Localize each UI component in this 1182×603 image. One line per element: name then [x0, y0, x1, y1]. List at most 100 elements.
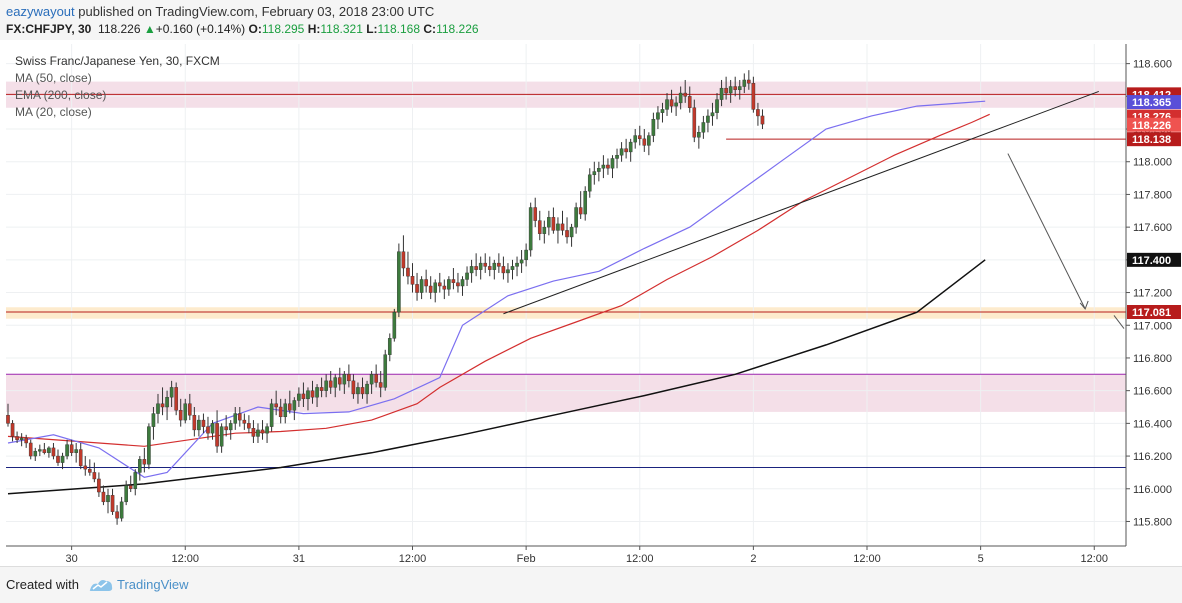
candle-body — [406, 267, 410, 277]
arrow-head-icon — [1079, 300, 1089, 310]
candle-body — [269, 403, 274, 427]
tradingview-link[interactable]: TradingView — [117, 577, 189, 592]
candle-body — [47, 447, 51, 453]
x-tick-label: 2 — [750, 553, 756, 565]
axes: 118.600118.400118.200118.000117.800117.6… — [6, 44, 1181, 565]
candle — [92, 462, 97, 483]
hlines-layer — [6, 93, 1126, 469]
candle-body — [242, 419, 247, 424]
candle-body — [138, 459, 142, 473]
candle — [656, 106, 660, 130]
candle-body — [392, 311, 397, 339]
candle-body — [19, 437, 24, 440]
candle-body — [647, 135, 651, 146]
candle — [274, 390, 278, 416]
candle-body — [365, 383, 369, 395]
footer: Created with TradingView — [0, 566, 1182, 603]
candle — [551, 207, 556, 234]
candle — [228, 420, 233, 440]
candle-body — [497, 262, 501, 267]
legend-ma50: MA (50, close) — [15, 71, 92, 85]
candle-body — [465, 272, 469, 280]
candle — [601, 155, 606, 179]
candle — [687, 86, 692, 113]
candle — [360, 377, 365, 399]
candle — [447, 276, 451, 296]
candle — [597, 161, 601, 182]
ohlc-readout: FX:CHFJPY, 30 118.226 ▲+0.160 (+0.14%) O… — [6, 22, 479, 36]
candle-body — [292, 400, 297, 411]
y-tick-label: 115.800 — [1133, 516, 1172, 528]
candle — [169, 380, 174, 408]
candle — [606, 158, 610, 175]
candle-body — [38, 449, 42, 452]
candle — [297, 387, 301, 408]
candle-body — [119, 501, 124, 519]
candle — [506, 263, 510, 283]
candle — [651, 112, 656, 143]
candle — [474, 253, 478, 277]
candle-body — [210, 423, 215, 434]
candle-body — [578, 207, 583, 215]
candle — [356, 382, 360, 404]
candle-body — [733, 86, 737, 90]
candle-body — [606, 164, 610, 169]
candle-body — [383, 354, 388, 388]
candle — [269, 398, 274, 432]
candle-body — [128, 485, 133, 489]
y-tick-label: 117.200 — [1133, 288, 1172, 300]
candle-body — [533, 207, 538, 221]
candle — [319, 377, 324, 398]
candle-body — [469, 266, 474, 274]
candle-body — [374, 374, 378, 383]
ema200-line — [7, 259, 986, 495]
candle — [442, 279, 447, 300]
candle — [51, 442, 56, 460]
grid-layer — [6, 44, 1126, 546]
candle — [251, 420, 256, 443]
candle — [187, 393, 192, 421]
author-link[interactable]: eazywayout — [6, 4, 75, 19]
candle — [628, 138, 633, 162]
candle — [192, 407, 197, 437]
candle-body — [74, 449, 78, 453]
candle — [101, 485, 106, 506]
candle-body — [83, 465, 88, 470]
candle-body — [233, 413, 238, 424]
price-chart[interactable]: Swiss Franc/Japanese Yen, 30, FXCM MA (5… — [0, 40, 1182, 566]
candle-body — [115, 511, 119, 519]
candle-body — [428, 285, 433, 293]
candle — [533, 197, 538, 228]
candle-body — [719, 87, 724, 100]
candle-body — [24, 437, 28, 444]
price-label: 118.138 — [1127, 132, 1181, 147]
candle — [197, 415, 201, 437]
candle-body — [101, 491, 106, 503]
tradingview-logo-icon — [89, 580, 113, 591]
candle-body — [287, 403, 292, 411]
candle — [706, 109, 710, 133]
open-label: O: — [248, 22, 262, 36]
open-value: 118.295 — [261, 22, 305, 36]
candle — [237, 407, 242, 427]
candle-body — [283, 403, 288, 418]
candle — [437, 272, 442, 293]
candle — [265, 423, 269, 443]
candle-body — [88, 468, 92, 473]
candle — [519, 250, 524, 273]
candle-body — [201, 419, 206, 427]
candle — [287, 390, 292, 414]
candle-body — [683, 92, 688, 97]
candle — [351, 374, 356, 399]
candle — [406, 251, 410, 285]
candle — [378, 371, 383, 398]
candle-body — [187, 403, 192, 416]
candle — [483, 253, 488, 273]
candle-body — [183, 403, 188, 421]
candle-body — [51, 447, 56, 457]
candle-body — [337, 377, 342, 385]
candle — [747, 70, 751, 90]
candle — [583, 186, 588, 221]
candle — [310, 380, 315, 404]
candle-body — [306, 390, 310, 400]
